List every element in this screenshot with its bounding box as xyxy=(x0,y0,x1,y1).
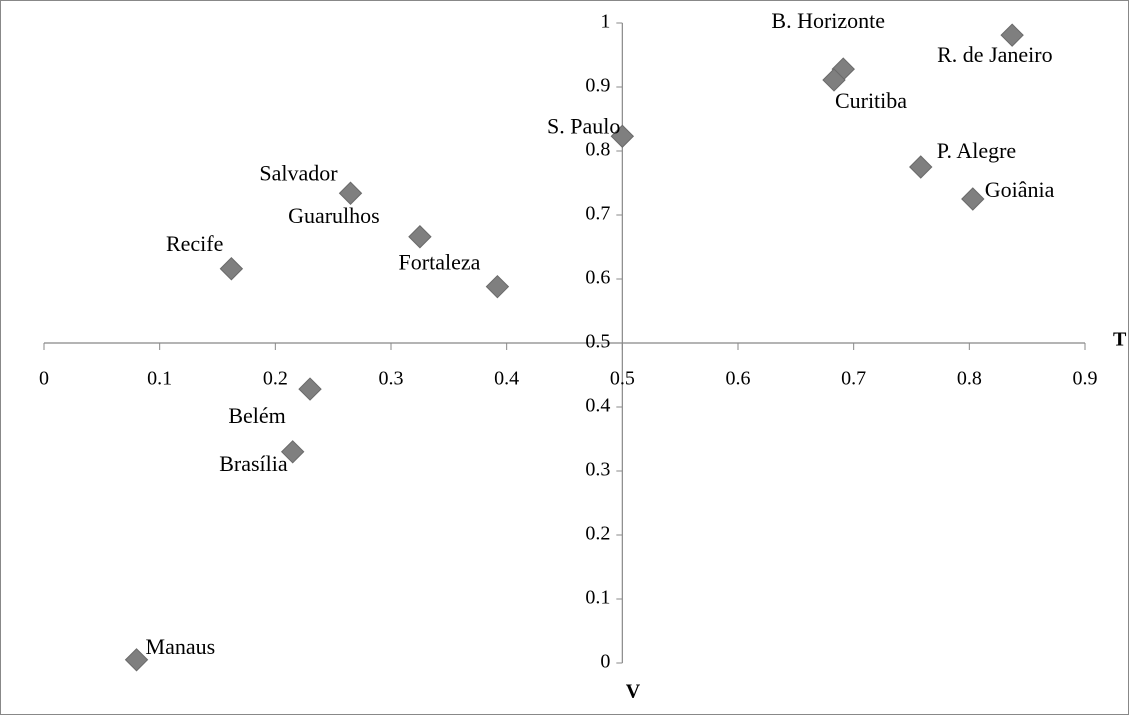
point-label: Curitiba xyxy=(835,88,907,113)
y-tick-label: 0.5 xyxy=(585,331,610,353)
point xyxy=(961,187,985,211)
x-tick-label: 0.4 xyxy=(494,368,519,390)
y-axis-label: V xyxy=(626,681,641,703)
point-label: Salvador xyxy=(259,160,338,185)
point-label: P. Alegre xyxy=(937,138,1016,163)
x-tick-label: 0.2 xyxy=(263,368,288,390)
point-label: Recife xyxy=(166,231,223,256)
y-tick-label: 0.7 xyxy=(585,203,610,225)
y-tick-label: 0.9 xyxy=(585,75,610,97)
x-tick-label: 0.9 xyxy=(1073,368,1098,390)
point-label: Belém xyxy=(228,403,285,428)
x-tick-label: 0.7 xyxy=(841,368,866,390)
point-label: B. Horizonte xyxy=(771,8,885,33)
y-tick-label: 0.6 xyxy=(585,267,610,289)
y-tick-label: 0.1 xyxy=(585,587,610,609)
y-tick-label: 1 xyxy=(600,11,610,33)
point-label: Guarulhos xyxy=(288,203,380,228)
point-label: S. Paulo xyxy=(547,113,620,138)
x-tick-label: 0.1 xyxy=(147,368,172,390)
point xyxy=(909,155,933,179)
y-tick-label: 0.2 xyxy=(585,523,610,545)
point xyxy=(610,124,635,148)
point-label: Goiânia xyxy=(985,177,1055,202)
point xyxy=(219,257,244,281)
point xyxy=(408,225,432,249)
x-tick-label: 0.6 xyxy=(726,368,751,390)
x-tick-label: 0.8 xyxy=(957,368,982,390)
point-label: Brasília xyxy=(219,451,288,476)
x-axis-label: T xyxy=(1113,329,1127,351)
x-tick-label: 0 xyxy=(39,368,49,390)
point xyxy=(1000,23,1024,47)
point xyxy=(298,377,322,401)
x-tick-label: 0.3 xyxy=(379,368,404,390)
point xyxy=(124,648,149,672)
y-tick-label: 0.3 xyxy=(585,459,610,481)
point xyxy=(280,440,305,464)
y-tick-label: 0.8 xyxy=(585,139,610,161)
point xyxy=(822,68,846,92)
point xyxy=(338,181,363,205)
y-tick-label: 0 xyxy=(600,651,610,673)
point-label: R. de Janeiro xyxy=(937,42,1052,67)
point-label: Manaus xyxy=(146,634,216,659)
y-tick-label: 0.4 xyxy=(585,395,610,417)
x-tick-label: 0.5 xyxy=(610,368,635,390)
point xyxy=(485,274,510,299)
point-label: Fortaleza xyxy=(399,250,481,275)
